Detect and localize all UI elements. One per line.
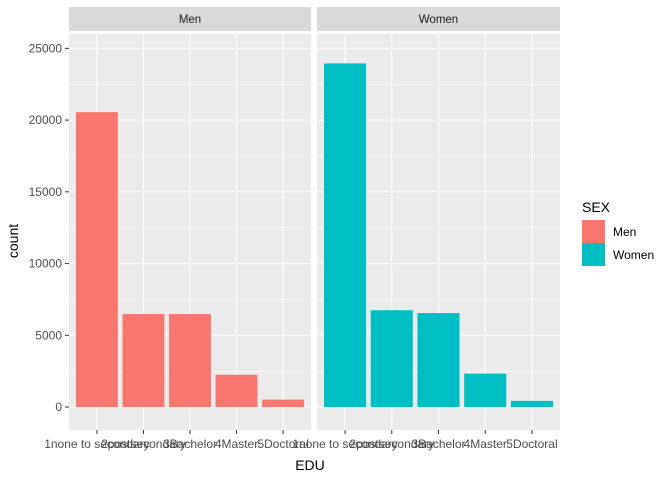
facet-strip — [317, 7, 560, 31]
bar — [370, 310, 413, 408]
bar — [169, 314, 211, 408]
bar — [75, 112, 118, 408]
y-tick-label: 5000 — [35, 328, 62, 342]
legend: SEX Men Women — [582, 199, 654, 266]
bar — [215, 374, 258, 408]
panel-women: Women — [317, 7, 560, 430]
panel-men: Men — [69, 7, 311, 430]
y-tick-label: 10000 — [29, 257, 63, 271]
facet-panels: Men Women — [69, 7, 560, 430]
bar — [324, 63, 367, 408]
facet-strip-label: Men — [179, 14, 201, 26]
y-tick-label: 25000 — [29, 41, 63, 55]
x-axis: 1none to secondary2postsecondary3Bachelo… — [44, 430, 558, 451]
x-tick-label: 2postsecondary — [101, 437, 186, 451]
bar — [122, 314, 165, 408]
bar — [262, 399, 305, 408]
x-tick-label: 3Bachelor — [163, 437, 217, 451]
x-tick-label: 4Master — [215, 437, 258, 451]
legend-swatch — [582, 243, 605, 266]
y-axis-title: count — [5, 224, 21, 258]
y-tick-label: 20000 — [29, 113, 63, 127]
x-tick-label: 3Bachelor — [411, 437, 465, 451]
y-tick-label: 0 — [55, 400, 62, 414]
x-tick-label: 5Doctoral — [506, 437, 557, 451]
legend-title: SEX — [582, 199, 611, 215]
legend-swatch — [582, 220, 605, 243]
bar — [464, 373, 507, 408]
x-tick-label: 1none to secondary — [44, 437, 149, 451]
bar — [417, 313, 460, 408]
x-axis-title: EDU — [295, 457, 325, 473]
x-tick-label: 4Master — [464, 437, 507, 451]
x-tick-label: 5Doctoral — [257, 437, 308, 451]
y-tick-label: 15000 — [29, 185, 63, 199]
y-axis: 0 5000 10000 15000 20000 25000 — [29, 41, 69, 414]
x-tick-label: 2postsecondary — [349, 437, 434, 451]
x-tick-label: 1none to secondary — [292, 437, 397, 451]
bar — [510, 400, 553, 408]
legend-label: Men — [613, 225, 636, 239]
legend-label: Women — [613, 248, 654, 262]
facet-strip-label: Women — [419, 14, 458, 26]
facet-strip — [69, 7, 311, 31]
